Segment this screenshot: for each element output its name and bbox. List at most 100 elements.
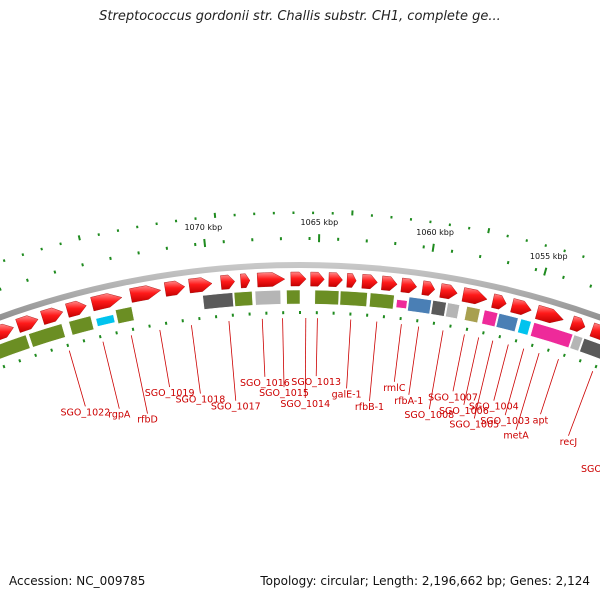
gene-arrow[interactable] [40,307,64,325]
gene-arrow[interactable] [163,280,186,297]
cog-block [530,322,574,349]
gene-label[interactable]: SGO_1004 [469,402,519,413]
inner-dash [131,327,135,331]
cog-block [314,289,340,306]
cog-block [579,338,600,360]
gene-label[interactable]: SGO_1017 [211,402,261,413]
gene-arrow[interactable] [188,277,213,294]
gene-leader-line [473,340,494,419]
minor-tick [137,251,140,255]
gene-label[interactable]: galE-1 [332,389,362,400]
gene-arrow[interactable] [421,280,436,296]
cog-block [68,315,95,336]
cog-block [202,292,234,310]
gene-arrow[interactable] [0,323,14,341]
cog-block [495,313,519,332]
inner-dash [98,334,102,339]
gc-skew-dash [506,234,509,238]
gene-leader-line [261,318,266,377]
gene-leader-line [130,335,148,414]
gene-label[interactable]: SGO_1022 [60,407,110,418]
minor-tick [506,260,510,265]
kbp-tick [543,267,548,276]
gene-leader-line [504,348,525,416]
gc-skew-dash [563,249,566,253]
gene-label[interactable]: SGO_1019 [145,388,195,399]
gene-arrow[interactable] [129,285,162,303]
gene-label[interactable]: SGO_1013 [291,377,341,388]
gene-arrow[interactable] [65,300,87,318]
gene-arrow[interactable] [328,272,343,287]
minor-tick [562,275,565,280]
gene-leader-line [369,321,378,402]
inner-dash [578,359,582,363]
gene-label[interactable]: rfbD [137,415,158,426]
kbp-label: 1060 kbp [416,228,454,237]
gene-label[interactable]: recJ [560,437,578,448]
kbp-label: 1070 kbp [184,223,222,232]
gene-arrow[interactable] [310,271,325,287]
gene-label[interactable]: SGO_1003 [480,416,530,427]
gene-leader-line [346,319,352,389]
gene-arrow[interactable] [491,293,507,310]
gene-label[interactable]: SGO_1005 [449,419,499,430]
gc-skew-dash [97,233,100,237]
gene-arrow[interactable] [569,315,586,332]
gene-label[interactable]: rgpA [108,410,131,421]
cog-block [445,302,460,320]
inner-dash [66,343,70,348]
gene-leader-line [408,326,420,395]
cog-block [430,300,447,317]
gc-skew-dash [544,244,548,248]
gene-leader-line [452,334,465,392]
gene-label[interactable]: metA [503,431,529,442]
gene-arrow[interactable] [256,272,286,288]
gene-arrow[interactable] [589,322,600,340]
gene-arrow[interactable] [15,315,39,333]
minor-tick [450,249,454,253]
inner-dash [115,331,118,335]
gene-label[interactable]: rmlC [383,383,406,394]
gene-label[interactable]: SGO_1016 [240,378,290,389]
inner-dash [50,348,54,352]
gene-arrow[interactable] [510,298,532,315]
gene-leader-line [428,330,444,410]
gene-leader-line [191,325,201,394]
gene-label[interactable]: SGO_1006 [439,406,489,417]
cog-block [569,334,584,352]
gene-arrow[interactable] [240,273,251,289]
gene-arrow[interactable] [346,273,357,288]
gene-leader-line [568,371,594,436]
cog-block [395,299,408,309]
gene-arrow[interactable] [400,277,417,294]
minor-tick [53,270,57,274]
gene-label[interactable]: apt [533,415,549,426]
gene-arrow[interactable] [381,275,398,291]
inner-dash [18,359,22,363]
gene-label[interactable]: SGO_1015 [259,388,309,399]
gene-label[interactable]: SGO_1018 [176,395,226,406]
backbone-ring [0,262,600,321]
gc-skew-dash [582,255,585,259]
gene-leader-line [68,350,86,407]
gene-arrow[interactable] [439,283,458,300]
gene-arrow[interactable] [535,304,564,324]
cog-block [286,289,301,305]
gene-arrow[interactable] [220,274,235,290]
gene-arrow[interactable] [90,293,123,312]
gene-label[interactable]: rfbA-1 [394,396,423,407]
gene-arrow[interactable] [461,287,488,305]
gene-leader-line [393,324,402,382]
gene-label[interactable]: SGO_1014 [280,399,330,410]
cog-block [481,309,499,327]
cog-block [339,290,368,307]
gene-label[interactable]: SGO_0999 [581,464,600,475]
gene-label[interactable]: SGO_1008 [404,410,454,421]
gc-skew-dash [40,247,43,251]
gene-arrow[interactable] [290,271,307,287]
gene-leader-line [463,337,480,405]
gene-label[interactable]: SGO_1007 [428,392,478,403]
gene-label[interactable]: rfbB-1 [355,402,384,413]
gene-arrow[interactable] [361,274,378,290]
